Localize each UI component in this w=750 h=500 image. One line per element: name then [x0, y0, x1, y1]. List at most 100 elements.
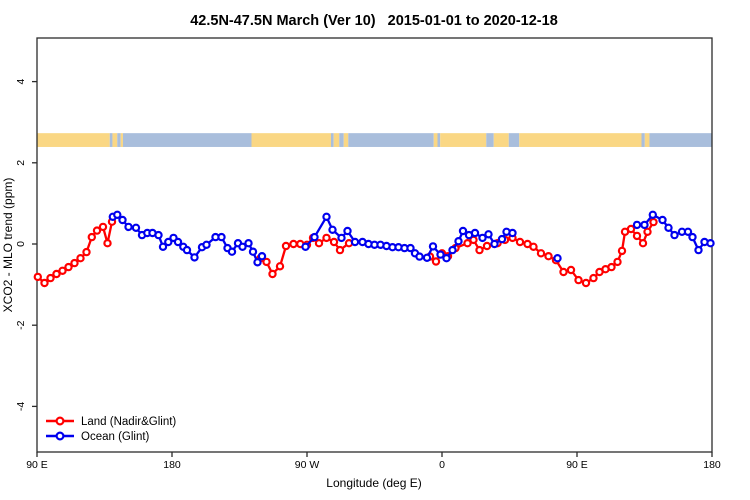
- ocean-series-point: [640, 220, 649, 230]
- map-strip-segment-ocean: [348, 133, 434, 147]
- ocean-series-point: [484, 230, 493, 239]
- ocean-series-point: [415, 252, 424, 261]
- y-axis-title: XCO2 - MLO trend (ppm): [1, 178, 15, 313]
- land-series-point: [64, 262, 73, 272]
- land-series-point: [515, 237, 525, 247]
- ocean-series-point: [154, 230, 163, 240]
- ocean-series-point: [683, 227, 693, 236]
- y-axis-tick-label: -2: [15, 320, 27, 329]
- y-axis-tick-label: -4: [15, 402, 27, 411]
- ocean-series-point: [422, 253, 432, 262]
- ocean-series-point: [648, 210, 658, 219]
- land-series-point: [87, 232, 97, 242]
- y-axis-tick-label: 2: [15, 160, 27, 166]
- ocean-series-point: [244, 238, 253, 248]
- land-series-point: [463, 238, 472, 248]
- land-series-point: [581, 278, 591, 288]
- x-axis-tick-label: 90 W: [295, 459, 320, 471]
- ocean-series-point: [190, 253, 199, 262]
- land-series-point: [329, 237, 339, 247]
- ocean-series-point: [202, 240, 211, 249]
- land-series-point: [40, 278, 49, 288]
- land-series-point: [559, 267, 568, 277]
- ocean-series-point: [508, 228, 517, 238]
- map-strip-segment-land: [433, 133, 438, 147]
- ocean-series-point: [113, 210, 122, 219]
- land-series-point: [431, 257, 441, 266]
- map-strip-segment-land: [37, 133, 110, 147]
- land-series-point: [314, 238, 324, 248]
- land-series-point: [529, 242, 538, 251]
- ocean-series-point: [658, 215, 667, 225]
- land-series-point: [289, 239, 298, 249]
- map-strip-segment-ocean: [109, 133, 113, 147]
- land-series-point: [70, 258, 79, 268]
- ocean-series-point: [448, 245, 457, 255]
- land-series-point: [33, 272, 43, 282]
- map-strip-segment-ocean: [339, 133, 344, 147]
- ocean-series-point: [478, 233, 487, 243]
- land-series-point: [322, 233, 331, 243]
- land-series-point: [643, 227, 652, 236]
- land-series-point: [626, 224, 636, 234]
- ocean-series-point: [253, 258, 262, 267]
- legend-land-label: Land (Nadir&Glint): [81, 416, 176, 428]
- land-series-point: [617, 246, 627, 256]
- ocean-series-point: [670, 230, 679, 240]
- map-strip-segment-land: [120, 133, 123, 147]
- land-series-point: [262, 257, 271, 267]
- map-strip-segment-land: [251, 133, 331, 147]
- map-strip-segment-ocean: [437, 133, 441, 147]
- map-strip-segment-land: [493, 133, 509, 147]
- ocean-series-point: [337, 233, 346, 243]
- x-axis-tick-label: 90 E: [26, 459, 48, 471]
- land-series-point: [46, 273, 55, 283]
- ocean-series-point: [182, 245, 192, 255]
- land-series-point: [335, 245, 345, 255]
- ocean-series-point: [664, 223, 673, 232]
- land-series-point: [76, 254, 85, 263]
- ocean-series-point: [706, 238, 715, 248]
- land-series-point: [281, 241, 291, 251]
- land-series-point: [98, 222, 108, 232]
- legend: Land (Nadir&Glint) Ocean (Glint): [46, 416, 176, 443]
- land-series-point: [607, 262, 616, 272]
- x-axis-tick-label: 90 E: [566, 459, 588, 471]
- ocean-series-point: [436, 250, 445, 259]
- ocean-series-point: [164, 237, 173, 247]
- land-series-point: [544, 252, 553, 261]
- plot-dynamic-layer: -4 -2 0 2 4 90 E 180 90 W 0 90 E 180: [15, 37, 721, 471]
- chart-title: 42.5N-47.5N March (Ver 10) 2015-01-01 to…: [190, 13, 558, 29]
- ocean-series-point: [257, 252, 267, 261]
- ocean-series-point: [322, 212, 331, 221]
- ocean-series-point: [173, 237, 183, 247]
- land-series-point: [475, 245, 484, 255]
- land-series-point: [82, 247, 91, 257]
- map-strip-segment-land: [112, 133, 118, 147]
- ocean-series-point: [406, 243, 415, 253]
- ocean-series-point: [301, 242, 310, 251]
- map-strip-segment-land: [333, 133, 340, 147]
- ocean-series-point: [248, 247, 258, 256]
- y-axis-tick-label: 4: [15, 79, 27, 85]
- ocean-series-line: [112, 213, 263, 264]
- ocean-series-point: [328, 225, 337, 234]
- map-strip-segment-land: [343, 133, 349, 147]
- land-series-point: [613, 257, 622, 267]
- ocean-series-point: [694, 245, 703, 255]
- land-series-point: [52, 269, 61, 279]
- land-series-point: [482, 241, 492, 251]
- land-series-point: [566, 265, 576, 275]
- land-series-point: [589, 273, 598, 283]
- ocean-series-point: [343, 226, 352, 236]
- land-series-point: [649, 217, 658, 227]
- land-series-point: [103, 238, 112, 248]
- map-strip-segment-ocean: [641, 133, 645, 147]
- ocean-series-point: [131, 223, 141, 232]
- map-strip-segment-ocean: [649, 133, 712, 147]
- y-axis-tick-label: 0: [15, 241, 27, 247]
- map-strip-segment-ocean: [122, 133, 252, 147]
- ocean-series-point: [454, 236, 463, 246]
- map-strip-segment-land: [644, 133, 650, 147]
